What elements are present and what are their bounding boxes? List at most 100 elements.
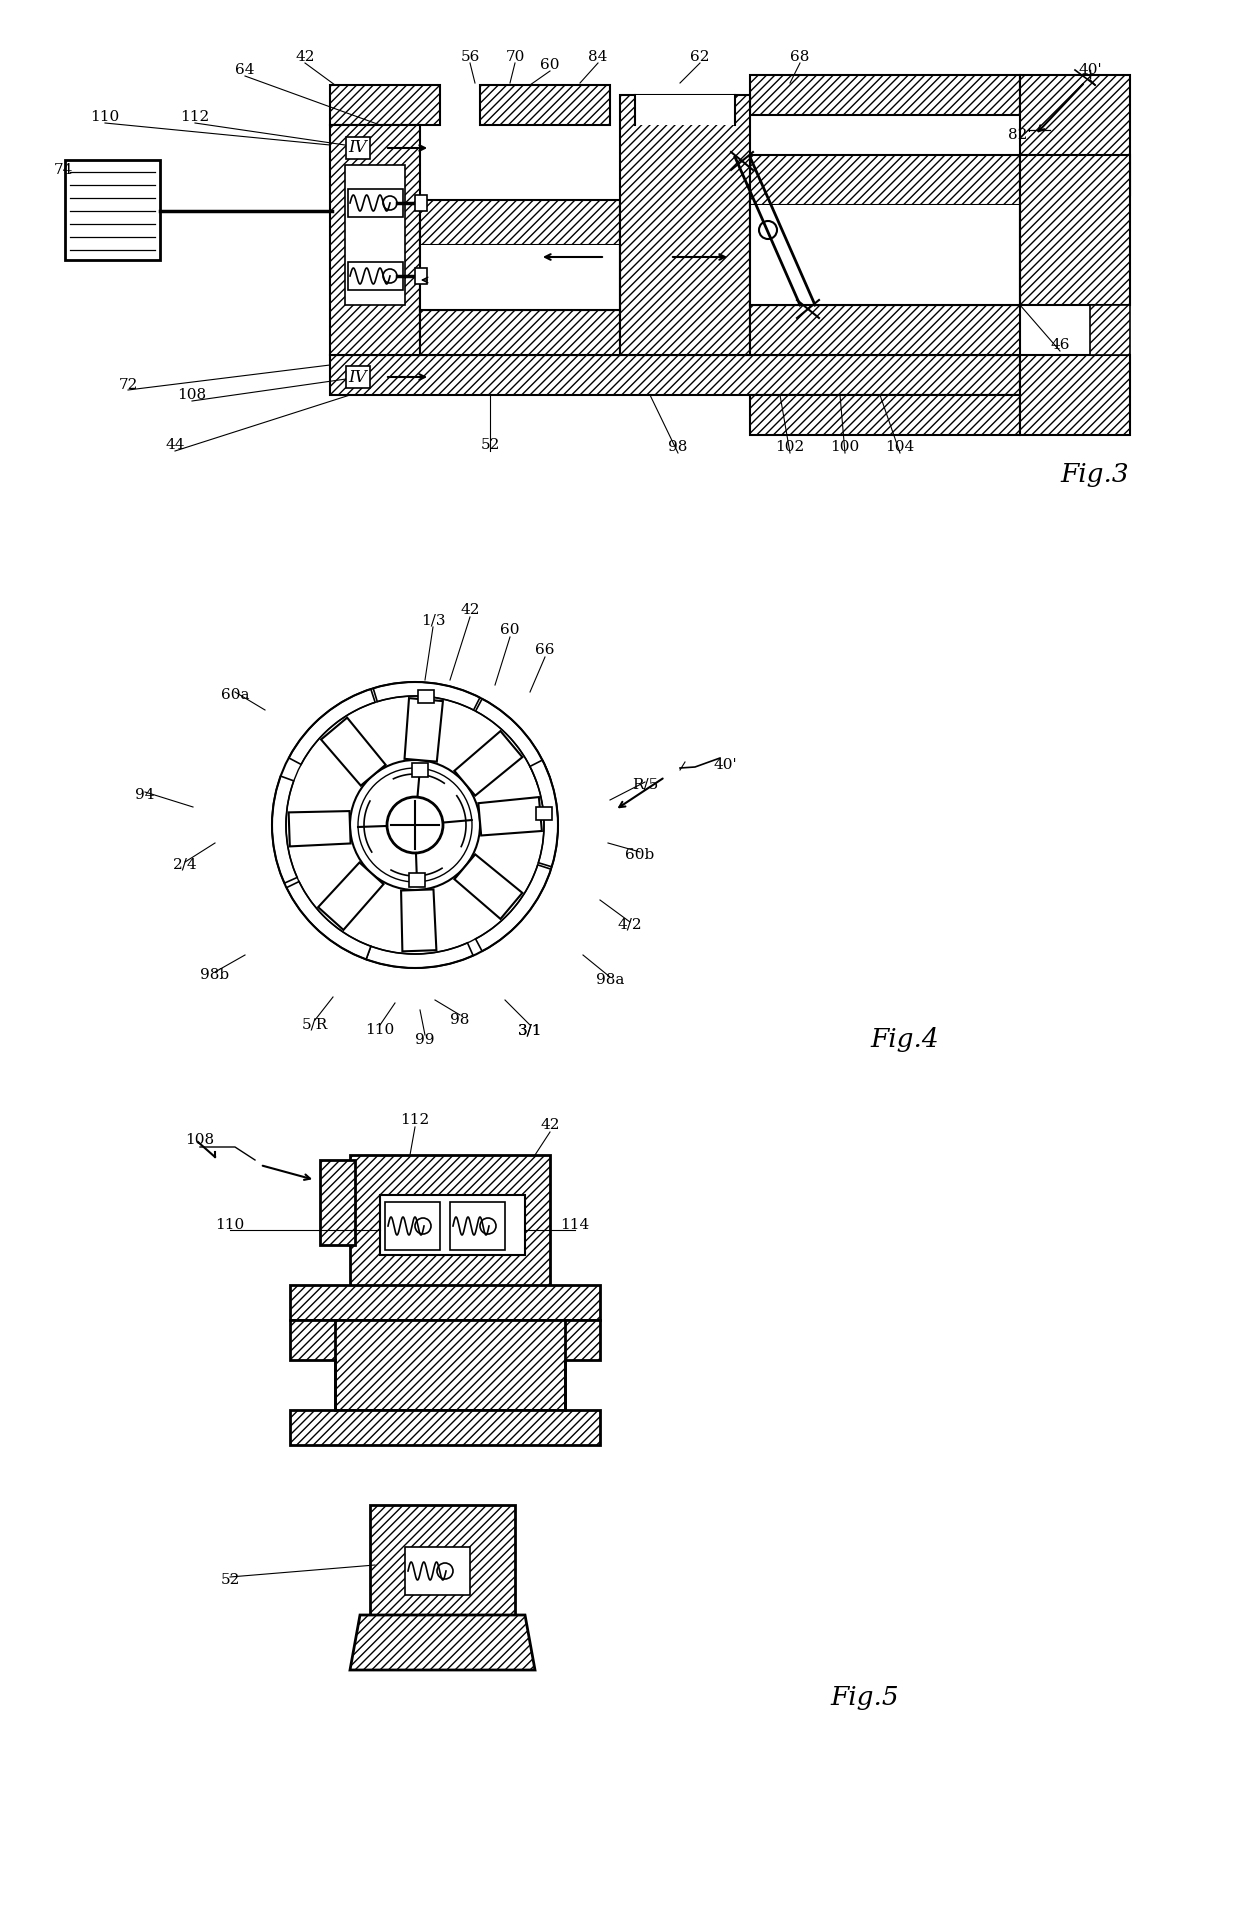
Text: 94: 94: [135, 787, 155, 803]
Bar: [348, 189, 403, 218]
Polygon shape: [366, 943, 474, 968]
Bar: [330, 354, 1021, 395]
Bar: [350, 1155, 551, 1296]
Text: 108: 108: [186, 1134, 215, 1147]
Polygon shape: [286, 882, 371, 959]
Text: 62: 62: [691, 50, 709, 64]
Text: 108: 108: [177, 389, 207, 402]
Text: 98b: 98b: [201, 968, 229, 982]
Text: 104: 104: [885, 441, 915, 454]
Polygon shape: [350, 1615, 534, 1671]
Polygon shape: [476, 864, 551, 951]
Bar: [415, 268, 427, 285]
Text: Fig.4: Fig.4: [870, 1028, 939, 1051]
Bar: [635, 94, 735, 125]
Bar: [384, 1201, 440, 1249]
Text: 46: 46: [1050, 339, 1070, 352]
Bar: [379, 1195, 525, 1255]
Text: 72: 72: [118, 377, 138, 393]
Text: 110: 110: [216, 1219, 244, 1232]
Bar: [536, 807, 552, 820]
Text: 110: 110: [366, 1022, 394, 1038]
Text: 64: 64: [236, 64, 254, 77]
Bar: [345, 166, 405, 304]
Text: 40': 40': [1079, 64, 1102, 77]
Bar: [330, 85, 440, 125]
Text: 84: 84: [588, 50, 608, 64]
Polygon shape: [289, 810, 351, 847]
Bar: [1090, 304, 1130, 354]
Bar: [750, 395, 1021, 435]
Bar: [420, 200, 620, 244]
Text: 110: 110: [91, 110, 119, 123]
Text: 3/1: 3/1: [518, 1022, 542, 1038]
Text: 44: 44: [165, 439, 185, 452]
Text: 52: 52: [221, 1573, 239, 1586]
Text: 40': 40': [713, 758, 737, 772]
Text: 82': 82': [1008, 127, 1032, 142]
Text: 1/3: 1/3: [420, 612, 445, 628]
Bar: [409, 872, 425, 887]
Text: R/5: R/5: [632, 778, 658, 791]
Text: 114: 114: [560, 1219, 590, 1232]
Bar: [450, 1201, 505, 1249]
Text: Fig.5: Fig.5: [830, 1684, 899, 1709]
Bar: [330, 125, 420, 354]
Bar: [420, 244, 620, 310]
Text: 99: 99: [415, 1034, 435, 1047]
Text: 68: 68: [790, 50, 810, 64]
Text: 60: 60: [500, 624, 520, 637]
Text: 42: 42: [460, 603, 480, 618]
Polygon shape: [289, 689, 376, 764]
Bar: [750, 204, 1021, 304]
Polygon shape: [319, 862, 383, 930]
Text: 98: 98: [450, 1013, 470, 1028]
Polygon shape: [454, 855, 522, 918]
Polygon shape: [404, 699, 443, 762]
Polygon shape: [529, 760, 558, 866]
Text: 112: 112: [180, 110, 210, 123]
Bar: [348, 262, 403, 291]
Bar: [750, 304, 1021, 354]
Text: IV: IV: [348, 139, 367, 156]
Text: 42: 42: [541, 1118, 559, 1132]
Bar: [420, 310, 620, 354]
Polygon shape: [373, 681, 480, 710]
Bar: [620, 94, 750, 354]
Polygon shape: [321, 718, 386, 785]
Bar: [480, 85, 610, 125]
Text: 4/2: 4/2: [618, 918, 642, 932]
Text: 112: 112: [401, 1113, 429, 1126]
Text: IV: IV: [348, 368, 367, 385]
Bar: [1021, 156, 1130, 304]
Polygon shape: [272, 776, 298, 884]
Text: 70: 70: [506, 50, 525, 64]
Text: 98a: 98a: [595, 972, 624, 988]
Text: 56: 56: [460, 50, 480, 64]
Text: 74: 74: [53, 164, 73, 177]
Bar: [1021, 354, 1130, 435]
Text: 60a: 60a: [221, 687, 249, 703]
Polygon shape: [454, 732, 522, 795]
Text: 60: 60: [541, 58, 559, 71]
Text: 5/R: 5/R: [301, 1018, 329, 1032]
Bar: [750, 75, 1021, 116]
Polygon shape: [290, 1321, 600, 1409]
Bar: [64, 160, 160, 260]
Text: 2/4: 2/4: [172, 859, 197, 872]
Bar: [412, 762, 428, 778]
Text: 100: 100: [831, 441, 859, 454]
Text: 3/1: 3/1: [518, 1022, 542, 1038]
Bar: [418, 689, 434, 703]
Polygon shape: [476, 699, 551, 785]
Text: 66: 66: [536, 643, 554, 656]
Text: 98: 98: [668, 441, 688, 454]
Bar: [370, 1505, 515, 1625]
Bar: [750, 156, 1021, 204]
Text: 42: 42: [295, 50, 315, 64]
Text: 52: 52: [480, 439, 500, 452]
Bar: [405, 1548, 470, 1596]
Text: 102: 102: [775, 441, 805, 454]
Bar: [1021, 75, 1130, 194]
Bar: [290, 1409, 600, 1446]
